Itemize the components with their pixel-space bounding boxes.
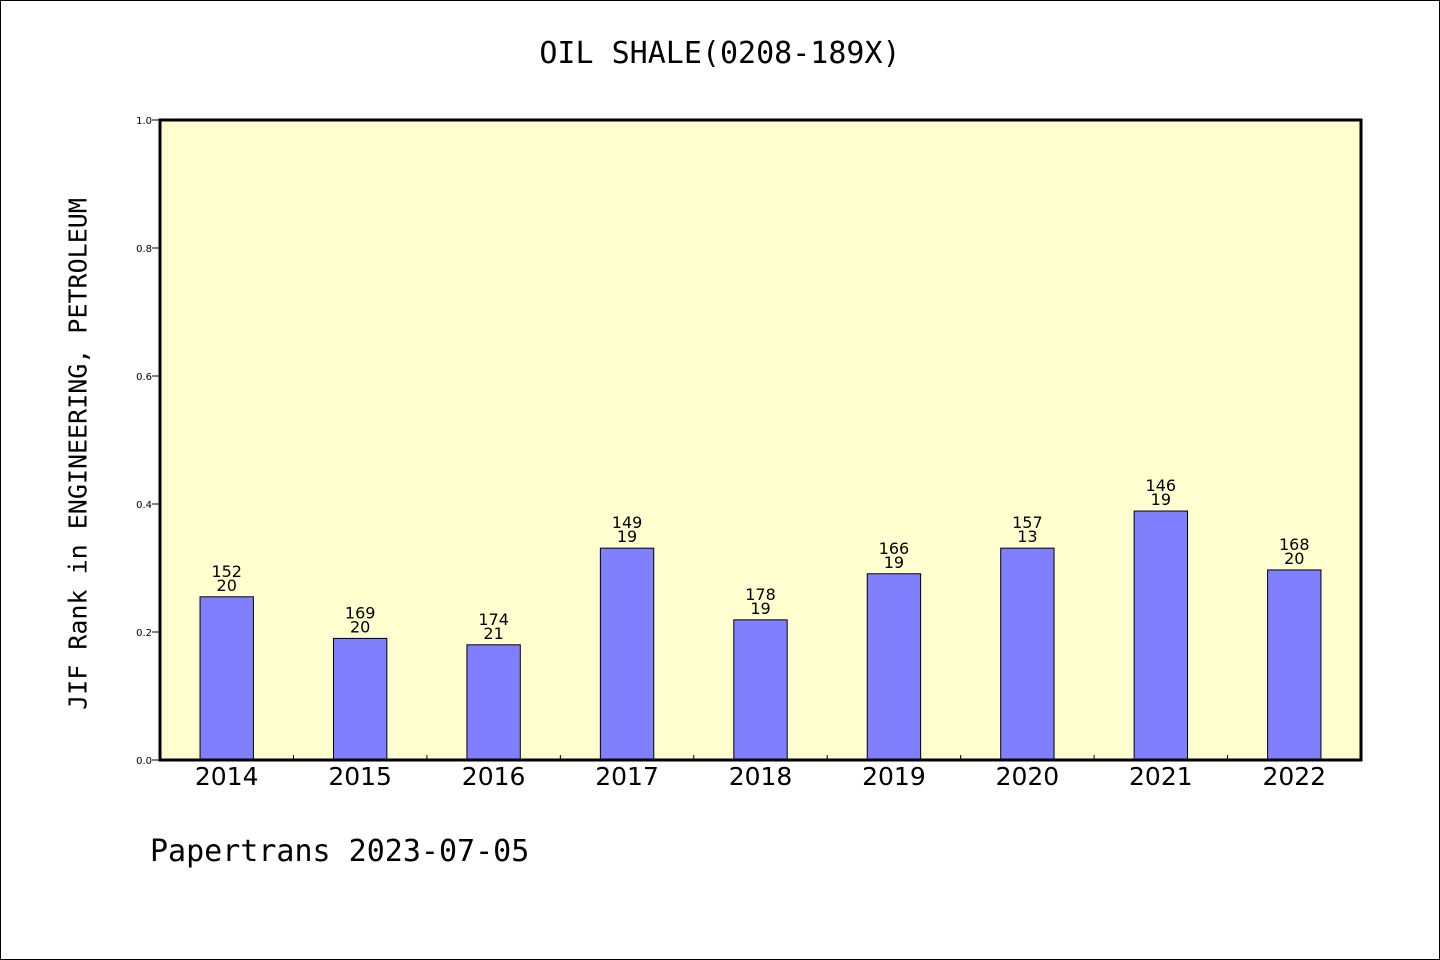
bar (1000, 547, 1055, 761)
bar (332, 637, 388, 761)
x-tick-label: 2021 (1129, 762, 1193, 791)
bar-count-label: 20 (217, 576, 237, 595)
x-tick-label: 2014 (195, 762, 259, 791)
bar-count-label: 19 (1151, 490, 1171, 509)
bar-rank-label: 178 (745, 585, 776, 604)
bar-count-label: 19 (750, 599, 770, 618)
y-tick-label: 0.8 (136, 244, 152, 255)
plot-border (158, 118, 1363, 762)
x-tick-label: 2016 (462, 762, 526, 791)
bar (199, 596, 254, 761)
bar-count-label: 19 (617, 527, 637, 546)
bar-count-label: 21 (483, 624, 503, 643)
x-axis: 2014 2015 2016 2017 2018 2019 2020 2021 2022 (195, 755, 1326, 791)
bar (466, 644, 521, 761)
x-tick-label: 2017 (595, 762, 659, 791)
chart-title: OIL SHALE(0208-189X) (539, 36, 901, 71)
bar (599, 547, 655, 761)
y-tick-label: 0.2 (136, 628, 152, 639)
y-tick-label: 0.0 (136, 756, 152, 767)
bar-rank-label: 166 (879, 539, 910, 558)
x-tick-label: 2020 (996, 762, 1060, 791)
bar-rank-label: 152 (211, 562, 242, 581)
y-tick-label: 0.6 (136, 372, 152, 383)
x-tick-label: 2015 (328, 762, 392, 791)
bar-rank-label: 168 (1279, 535, 1310, 554)
y-tick-label: 0.4 (136, 500, 152, 511)
bar-rank-label: 149 (612, 513, 643, 532)
bar-rank-label: 174 (478, 610, 509, 629)
footer-text: Papertrans 2023-07-05 (150, 834, 530, 869)
bar (1267, 569, 1322, 761)
bar-count-label: 20 (350, 617, 370, 636)
bar-count-label: 20 (1284, 549, 1304, 568)
bar (866, 573, 922, 761)
bar (1133, 510, 1189, 761)
x-tick-label: 2022 (1262, 762, 1326, 791)
bar-rank-label: 157 (1012, 513, 1043, 532)
bar-count-label: 13 (1017, 527, 1037, 546)
x-tick-label: 2018 (729, 762, 793, 791)
bar-count-label: 19 (884, 553, 904, 572)
y-tick-label: 1.0 (136, 116, 152, 127)
y-axis: 0.0 0.2 0.4 0.6 0.8 1.0 (136, 116, 160, 767)
bar-rank-label: 169 (345, 603, 376, 622)
bar (733, 619, 788, 761)
bar-rank-label: 146 (1146, 476, 1177, 495)
x-tick-label: 2019 (862, 762, 926, 791)
